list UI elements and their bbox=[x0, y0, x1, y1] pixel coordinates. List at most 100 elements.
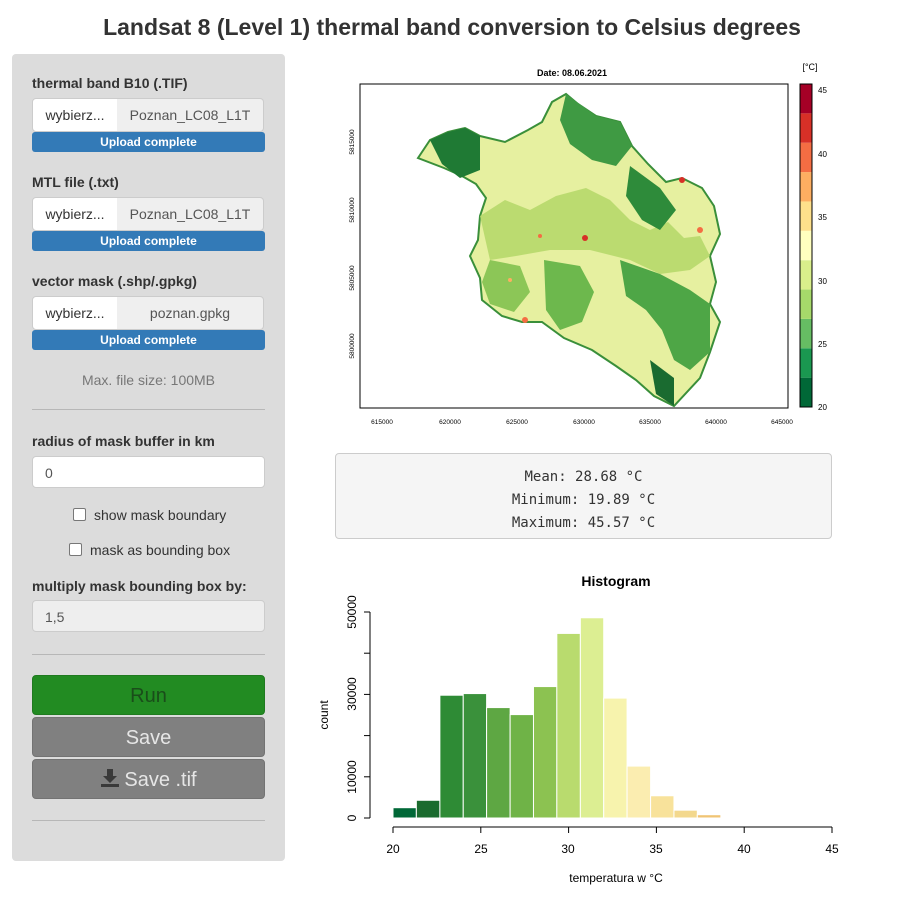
download-icon bbox=[100, 762, 120, 802]
map-x-tick: 635000 bbox=[639, 419, 661, 426]
page-title: Landsat 8 (Level 1) thermal band convers… bbox=[103, 14, 801, 40]
save-tif-label: Save .tif bbox=[124, 769, 197, 791]
map-x-tick: 625000 bbox=[506, 419, 528, 426]
legend-color-step bbox=[800, 348, 812, 378]
stat-maximum: Maximum: 45.57 °C bbox=[511, 515, 656, 531]
thermal-band-filename: Poznan_LC08_L1T bbox=[117, 98, 264, 132]
stat-minimum: Minimum: 19.89 °C bbox=[511, 492, 656, 508]
legend-tick: 40 bbox=[818, 150, 827, 159]
legend-color-step bbox=[800, 318, 812, 349]
stats-output: Mean: 28.68 °C Minimum: 19.89 °C Maximum… bbox=[335, 453, 832, 539]
show-mask-boundary-checkbox[interactable]: show mask boundary bbox=[73, 507, 226, 523]
x-tick-label: 40 bbox=[737, 842, 751, 856]
legend-tick: 20 bbox=[818, 403, 827, 412]
x-tick-label: 30 bbox=[561, 842, 575, 856]
histogram-bars bbox=[392, 617, 722, 819]
temperature-map: Date: 08.06.2021 615000 620000 625000 63… bbox=[349, 62, 827, 426]
legend-color-step bbox=[800, 377, 812, 407]
histogram-x-ticks: 20 25 30 35 40 45 bbox=[386, 842, 839, 856]
histogram-bar bbox=[392, 807, 417, 819]
multiply-bbox-label: multiply mask bounding box by: bbox=[32, 578, 247, 594]
histogram-bar bbox=[486, 707, 511, 819]
map-date-title: Date: 08.06.2021 bbox=[537, 68, 607, 78]
divider bbox=[32, 820, 265, 821]
histogram-title: Histogram bbox=[581, 573, 650, 589]
vector-mask-upload-progress: Upload complete bbox=[32, 330, 265, 350]
save-button[interactable]: Save bbox=[32, 717, 265, 757]
histogram-bar bbox=[532, 686, 558, 819]
vector-mask-label: vector mask (.shp/.gpkg) bbox=[32, 273, 197, 289]
mtl-upload-progress: Upload complete bbox=[32, 231, 265, 251]
legend-color-step bbox=[800, 201, 812, 231]
map-x-tick: 620000 bbox=[439, 419, 461, 426]
map-y-tick: 5805000 bbox=[349, 265, 356, 291]
histogram-bar bbox=[626, 765, 652, 819]
histogram-bar bbox=[556, 632, 581, 819]
thermal-band-file-input: wybierz... Poznan_LC08_L1T bbox=[32, 98, 265, 132]
temperature-legend bbox=[799, 83, 813, 408]
histogram-bar bbox=[673, 809, 698, 819]
divider bbox=[32, 409, 265, 410]
multiply-bbox-input[interactable]: 1,5 bbox=[32, 600, 265, 632]
vector-mask-browse-button[interactable]: wybierz... bbox=[32, 296, 118, 330]
show-mask-boundary-label: show mask boundary bbox=[94, 507, 227, 523]
legend-color-step bbox=[800, 142, 812, 173]
histogram-bar bbox=[439, 694, 464, 819]
thermal-band-browse-button[interactable]: wybierz... bbox=[32, 98, 118, 132]
map-y-axis: 5815000 5810000 5805000 5800000 bbox=[349, 129, 356, 359]
divider bbox=[32, 654, 265, 655]
checkbox-box[interactable] bbox=[73, 508, 86, 521]
histogram-axes bbox=[364, 611, 833, 833]
histogram-chart: Histogram 20 25 30 35 40 45 0 10000 3000… bbox=[317, 573, 839, 885]
save-tif-button[interactable]: Save .tif bbox=[32, 759, 265, 799]
buffer-radius-label: radius of mask buffer in km bbox=[32, 433, 215, 449]
sidebar-panel: thermal band B10 (.TIF) wybierz... Pozna… bbox=[12, 54, 285, 861]
y-axis-label: count bbox=[317, 700, 331, 730]
x-tick-label: 25 bbox=[474, 842, 488, 856]
checkbox-box[interactable] bbox=[69, 543, 82, 556]
histogram-bar bbox=[415, 799, 441, 819]
histogram-bar bbox=[509, 714, 534, 819]
histogram-bar bbox=[696, 814, 722, 819]
mtl-filename: Poznan_LC08_L1T bbox=[117, 197, 264, 231]
legend-tick: 30 bbox=[818, 277, 827, 286]
mtl-file-input: wybierz... Poznan_LC08_L1T bbox=[32, 197, 265, 231]
x-tick-label: 35 bbox=[649, 842, 663, 856]
legend-color-step bbox=[800, 113, 812, 143]
mask-bounding-box-checkbox[interactable]: mask as bounding box bbox=[69, 542, 230, 558]
x-tick-label: 45 bbox=[825, 842, 839, 856]
histogram-bar bbox=[462, 693, 488, 819]
legend-tick: 45 bbox=[818, 86, 827, 95]
map-x-tick: 615000 bbox=[371, 419, 393, 426]
vector-mask-file-input: wybierz... poznan.gpkg bbox=[32, 296, 265, 330]
histogram-bar bbox=[650, 795, 675, 819]
city-raster bbox=[416, 92, 722, 408]
run-button[interactable]: Run bbox=[32, 675, 265, 715]
legend-color-step bbox=[800, 84, 812, 114]
mtl-browse-button[interactable]: wybierz... bbox=[32, 197, 118, 231]
histogram-bar bbox=[603, 697, 628, 819]
thermal-band-label: thermal band B10 (.TIF) bbox=[32, 75, 188, 91]
map-y-tick: 5810000 bbox=[349, 197, 356, 223]
histogram-y-ticks: 0 10000 30000 50000 bbox=[345, 595, 359, 821]
legend-color-step bbox=[800, 289, 812, 319]
legend-color-step bbox=[800, 230, 812, 261]
x-tick-label: 20 bbox=[386, 842, 400, 856]
map-x-tick: 645000 bbox=[771, 419, 793, 426]
map-x-axis: 615000 620000 625000 630000 635000 64000… bbox=[371, 419, 793, 426]
map-y-tick: 5815000 bbox=[349, 129, 356, 155]
y-tick-label: 0 bbox=[345, 814, 359, 821]
map-x-tick: 630000 bbox=[573, 419, 595, 426]
x-axis-label: temperatura w °C bbox=[569, 871, 663, 885]
thermal-band-upload-progress: Upload complete bbox=[32, 132, 265, 152]
y-tick-label: 10000 bbox=[345, 760, 359, 794]
legend-color-step bbox=[800, 172, 812, 202]
legend-tick: 35 bbox=[818, 213, 827, 222]
y-tick-label: 30000 bbox=[345, 677, 359, 711]
vector-mask-filename: poznan.gpkg bbox=[117, 296, 264, 330]
buffer-radius-input[interactable]: 0 bbox=[32, 456, 265, 488]
histogram-bar bbox=[579, 617, 605, 819]
stat-mean: Mean: 28.68 °C bbox=[524, 469, 643, 485]
map-y-tick: 5800000 bbox=[349, 333, 356, 359]
legend-ticks: 45 40 35 30 25 20 bbox=[818, 86, 827, 412]
